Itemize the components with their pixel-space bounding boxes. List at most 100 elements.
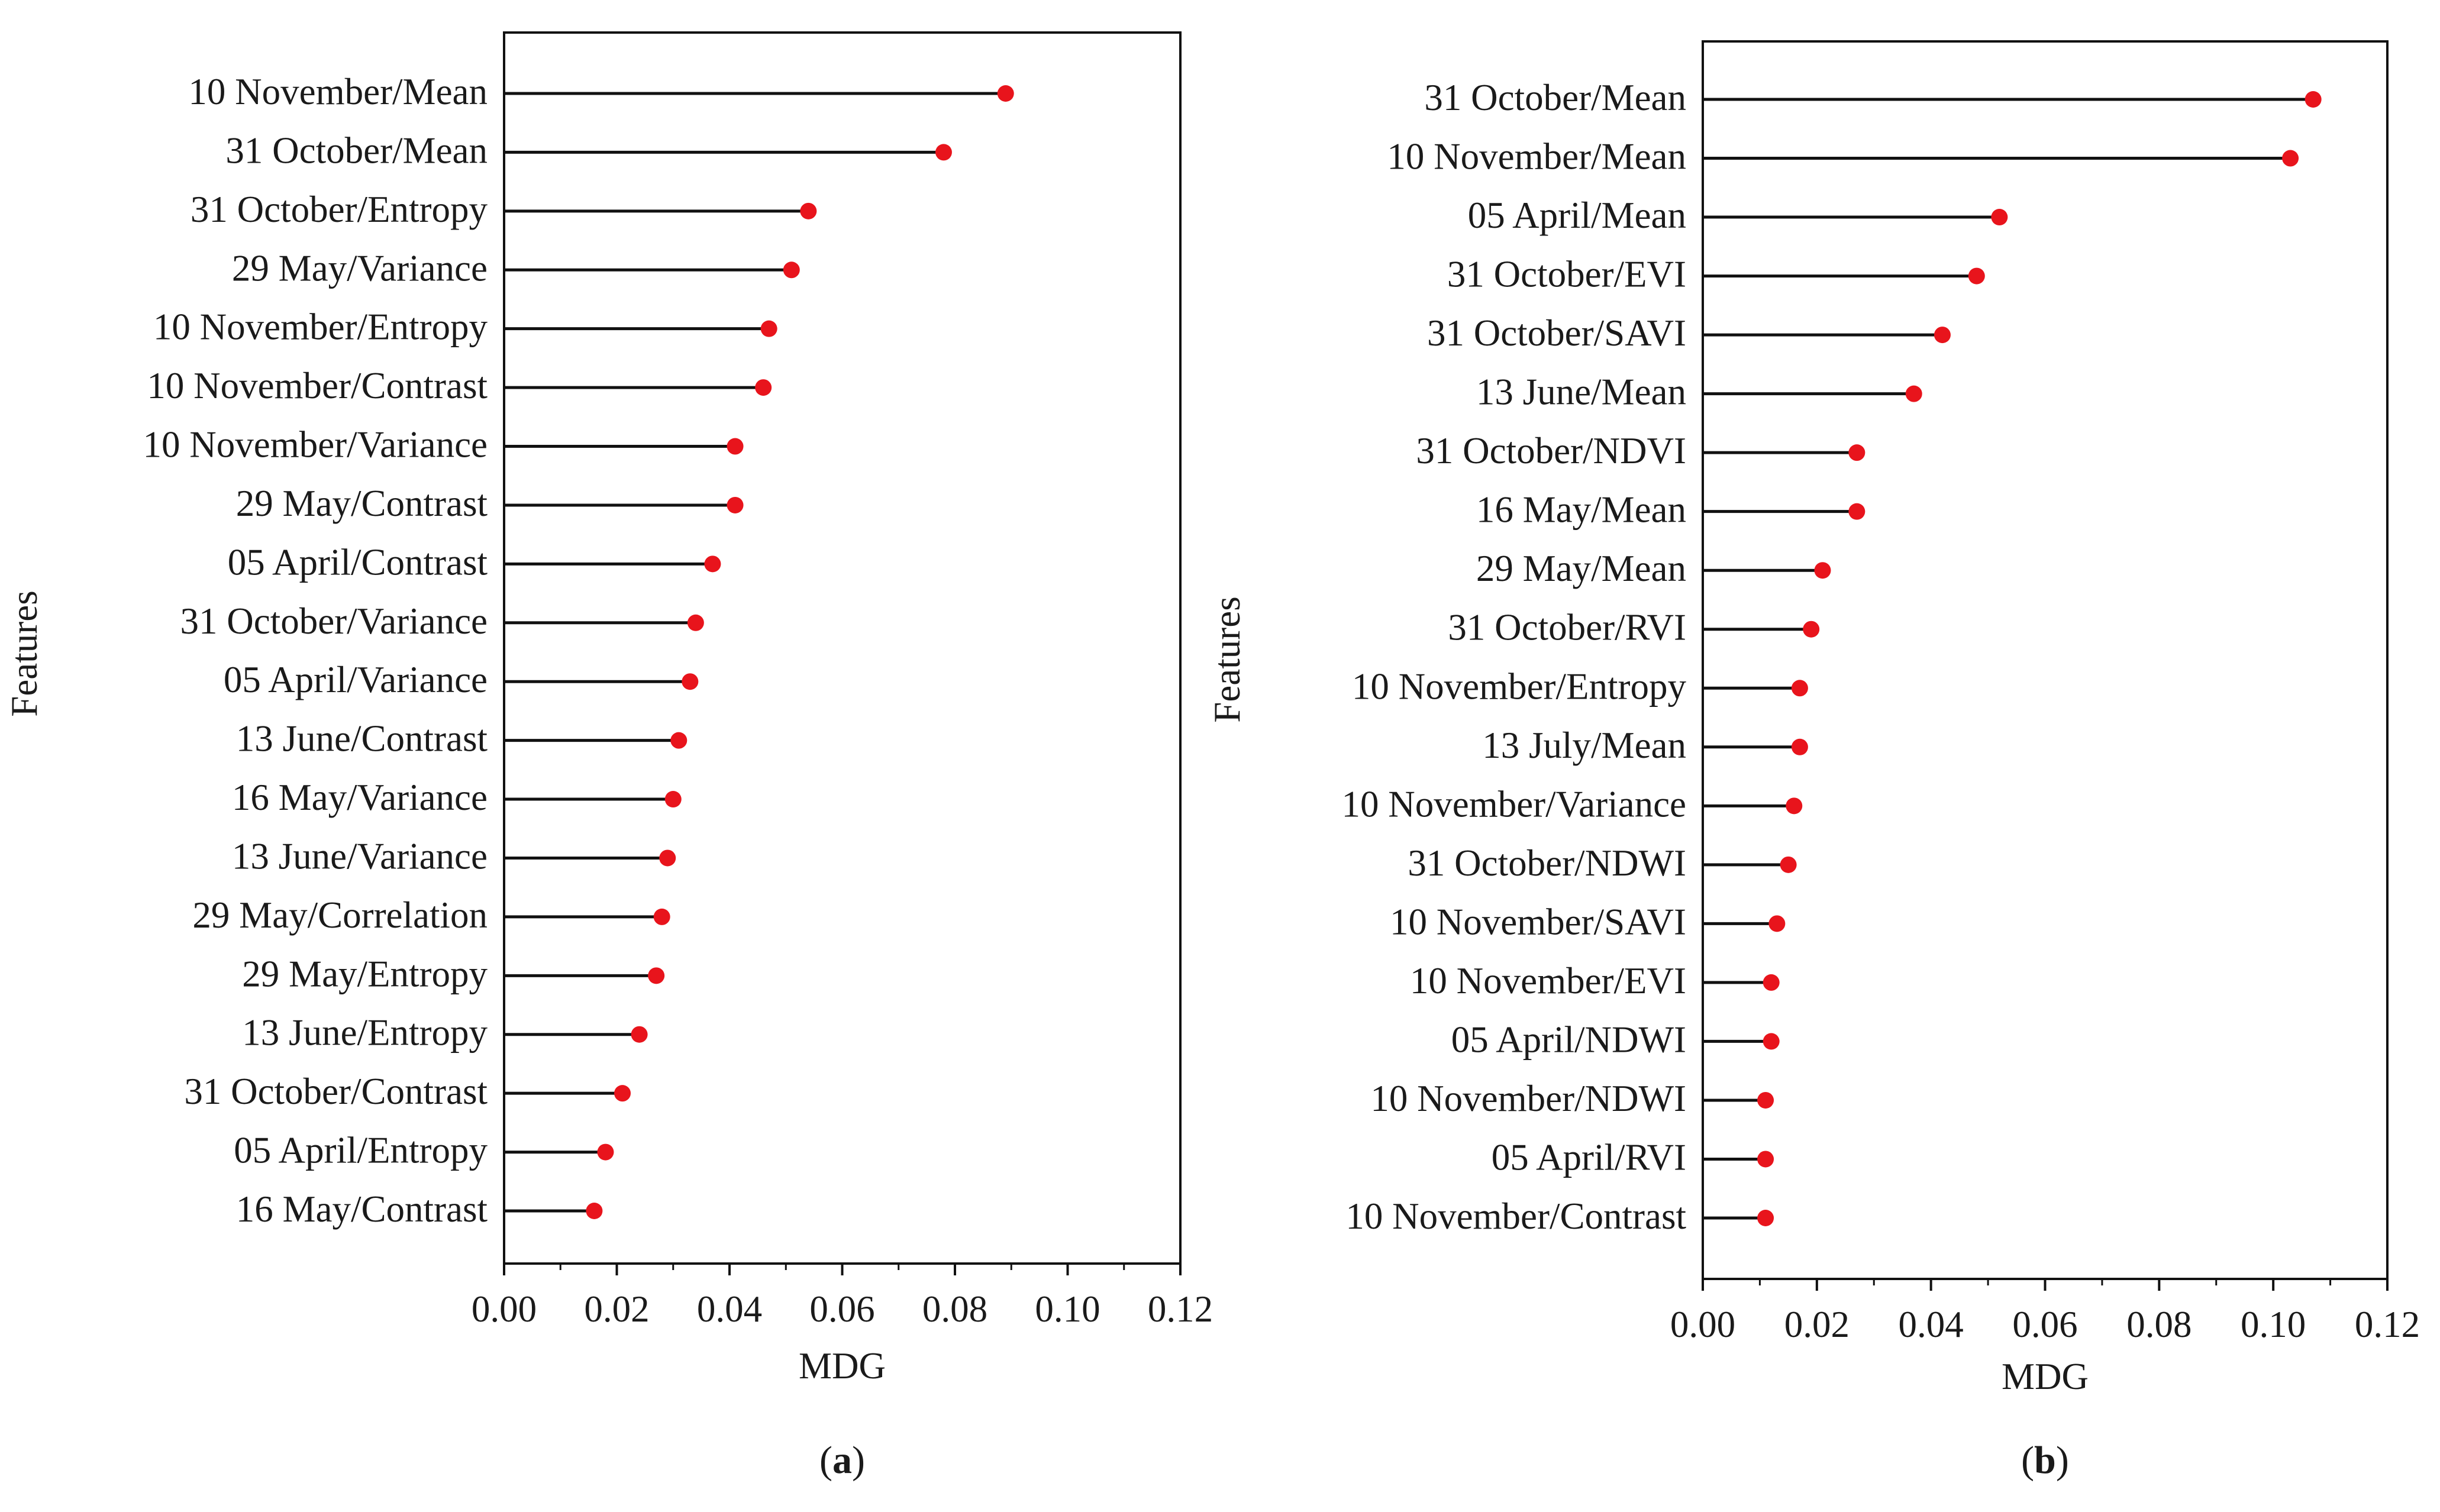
category-label: 31 October/SAVI (1427, 312, 1686, 354)
category-label: 05 April/Contrast (228, 541, 488, 583)
x-tick-label: 0.10 (2241, 1304, 2306, 1345)
category-label: 31 October/Mean (225, 130, 488, 171)
category-label: 29 May/Mean (1476, 548, 1686, 589)
x-tick-label: 0.02 (1784, 1304, 1850, 1345)
category-label: 05 April/Mean (1468, 195, 1686, 236)
lollipop-dot (1763, 1033, 1780, 1050)
lollipop-dot (704, 555, 721, 573)
category-label: 10 November/Entropy (1352, 665, 1687, 707)
category-label: 10 November/Mean (1387, 136, 1686, 177)
x-tick-label: 0.04 (1899, 1304, 1964, 1345)
lollipop-dot (755, 379, 772, 396)
lollipop-dot (935, 144, 952, 161)
panel-b: 0.00 0.02 0.04 0.06 0.08 0.10 0.12 31 October/M… (1206, 40, 2420, 1482)
lollipop-dot (1757, 1210, 1774, 1226)
lollipop-dot (1848, 503, 1865, 520)
x-tick-label: 0.08 (2126, 1304, 2192, 1345)
panel-label: (b) (2021, 1439, 2069, 1482)
lollipop-dot (1814, 562, 1831, 579)
lollipop-dot (653, 908, 670, 925)
lollipop-dot (1786, 797, 1803, 815)
category-label: 10 November/EVI (1410, 960, 1686, 1001)
category-label: 31 October/Variance (180, 600, 488, 642)
lollipop-dot (682, 673, 699, 690)
category-label: 10 November/Contrast (147, 365, 488, 406)
category-label: 31 October/NDVI (1416, 430, 1686, 471)
lollipop-dot (1968, 267, 1985, 285)
lollipop-dot (1991, 209, 2008, 226)
lollipop-dot (631, 1026, 648, 1043)
plot-frame (1702, 40, 2389, 1280)
category-label: 29 May/Variance (232, 247, 488, 289)
x-axis-title: MDG (799, 1345, 886, 1387)
lollipop-dot (614, 1085, 631, 1102)
category-label: 29 May/Entropy (242, 953, 488, 994)
x-tick-label: 0.00 (472, 1288, 537, 1330)
category-label: 10 November/SAVI (1390, 901, 1686, 942)
lollipop-dot (1905, 385, 1922, 402)
category-label: 31 October/EVI (1447, 254, 1686, 295)
lollipop-dot (1780, 856, 1797, 873)
category-label: 10 November/Mean (188, 71, 488, 112)
x-tick-label: 0.12 (2355, 1304, 2420, 1345)
lollipop-dot (1757, 1091, 1774, 1109)
x-tick-label: 0.10 (1035, 1288, 1100, 1330)
lollipop-dot (586, 1203, 603, 1219)
lollipop-dot (648, 967, 665, 984)
category-label: 10 November/Contrast (1345, 1196, 1686, 1237)
category-label: 31 October/RVI (1448, 607, 1686, 648)
lollipop-dot (1848, 444, 1865, 461)
lollipop-dot (727, 496, 744, 513)
lollipop-dot (997, 85, 1014, 102)
lollipop-dot (597, 1143, 614, 1161)
category-label: 31 October/Contrast (184, 1071, 488, 1112)
lollipop-dot (800, 202, 817, 219)
x-tick-label: 0.00 (1670, 1304, 1735, 1345)
category-label: 31 October/NDWI (1408, 842, 1686, 884)
category-label: 05 April/Variance (224, 659, 488, 700)
category-label: 10 November/Variance (1341, 783, 1686, 825)
y-axis-title: Features (4, 590, 45, 716)
lollipop-dot (2282, 150, 2299, 167)
lollipop-dot (664, 791, 682, 808)
lollipop-dot (1757, 1151, 1774, 1168)
lollipop-dot (1803, 621, 1820, 638)
x-tick-label: 0.08 (922, 1288, 987, 1330)
category-label: 10 November/NDWI (1370, 1078, 1686, 1119)
category-label: 16 May/Mean (1476, 489, 1686, 531)
panel-a: 0.00 0.02 0.04 0.06 0.08 0.10 0.12 10 November/… (4, 31, 1213, 1482)
lollipop-dot (687, 614, 704, 631)
x-tick-label: 0.06 (809, 1288, 874, 1330)
lollipop-dot (727, 438, 744, 455)
category-label: 05 April/NDWI (1451, 1019, 1686, 1060)
panel-label: (a) (819, 1439, 865, 1482)
category-label: 05 April/RVI (1492, 1136, 1686, 1178)
category-label: 05 April/Entropy (234, 1130, 488, 1171)
lollipop-dot (1791, 680, 1808, 697)
x-tick-label: 0.06 (2012, 1304, 2077, 1345)
lollipop-dot (1934, 327, 1951, 344)
lollipop-dot (659, 849, 676, 867)
y-axis-title: Features (1206, 596, 1248, 722)
category-label: 29 May/Correlation (192, 894, 488, 936)
category-label: 13 June/Variance (232, 835, 488, 877)
x-tick-label: 0.12 (1148, 1288, 1213, 1330)
lollipop-dot (1763, 974, 1780, 991)
category-label: 31 October/Mean (1424, 77, 1686, 118)
category-label: 10 November/Entropy (153, 306, 488, 348)
category-label: 16 May/Variance (232, 777, 488, 818)
lollipop-dot (1768, 915, 1786, 932)
lollipop-dot (1791, 738, 1808, 755)
category-label: 13 June/Contrast (236, 718, 488, 760)
category-label: 13 June/Mean (1476, 371, 1686, 413)
lollipop-dot (2305, 91, 2322, 108)
lollipop-dot (760, 320, 777, 337)
lollipop-dot (783, 261, 800, 279)
category-label: 31 October/Entropy (191, 189, 488, 230)
category-label: 10 November/Variance (143, 424, 488, 466)
category-label: 16 May/Contrast (236, 1188, 488, 1230)
plot-frame (503, 31, 1182, 1265)
x-tick-label: 0.02 (584, 1288, 649, 1330)
x-tick-label: 0.04 (697, 1288, 762, 1330)
